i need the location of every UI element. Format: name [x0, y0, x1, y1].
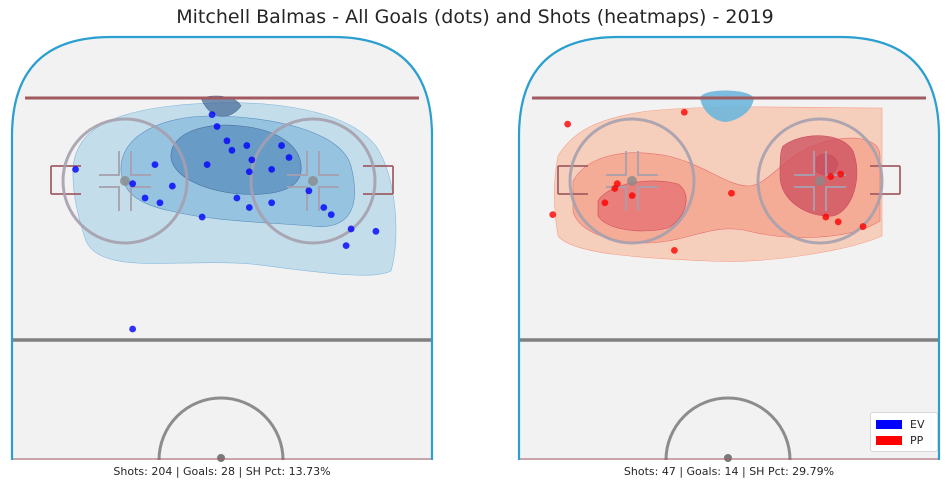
heatmap-level-3	[779, 135, 858, 217]
center-circle	[157, 396, 285, 461]
goal-point-25	[372, 227, 380, 235]
goal-point-17	[268, 199, 276, 207]
goal-point-1	[129, 180, 137, 188]
goal-point-0	[72, 165, 79, 173]
heatmap-level-2	[170, 124, 302, 195]
goal-point-6	[549, 211, 557, 219]
goal-point-9	[837, 170, 845, 178]
legend-item-pp: PP	[876, 432, 932, 448]
faceoff-circle-0	[61, 117, 189, 245]
goal-point-12	[859, 223, 867, 230]
goal-point-5	[213, 123, 221, 130]
center-dot	[217, 454, 225, 462]
legend: EV PP	[870, 412, 938, 452]
goal-point-0	[564, 120, 572, 128]
faceoff-hashes-0	[99, 151, 151, 211]
goal-point-11	[245, 168, 253, 176]
faceoff-hashes-1	[287, 151, 339, 211]
goal-point-10	[822, 213, 830, 221]
goal-point-18	[168, 182, 176, 190]
rink-panel-ev	[10, 35, 434, 462]
goal-point-2	[151, 161, 159, 169]
goal-point-13	[670, 246, 678, 254]
faceoff-circle-0	[568, 117, 696, 245]
faceoff-dot-0	[120, 176, 130, 186]
stats-text-pp: Shots: 47 | Goals: 14 | SH Pct: 29.79%	[623, 465, 835, 478]
faceoff-circle-1	[756, 117, 884, 245]
goal-point-19	[156, 199, 164, 207]
goal-point-26	[342, 242, 350, 250]
faceoff-dot-1	[308, 176, 318, 186]
goal-point-23	[327, 211, 335, 219]
legend-swatch-ev	[876, 419, 902, 429]
goal-point-3	[141, 194, 149, 202]
goal-point-13	[278, 142, 285, 149]
goal-point-6	[223, 137, 231, 145]
faceoff-dot-1	[815, 176, 825, 186]
rink-panel-pp	[517, 35, 941, 462]
goal-point-11	[834, 218, 842, 226]
stats-text-ev: Shots: 204 | Goals: 28 | SH Pct: 13.73%	[113, 465, 331, 478]
goal-point-3	[611, 185, 619, 192]
goal-point-24	[347, 225, 355, 233]
goal-point-7	[728, 189, 735, 197]
goal-point-8	[827, 173, 835, 180]
goal-point-15	[305, 187, 313, 195]
rink-boards	[10, 35, 434, 460]
goal-point-14	[285, 154, 293, 161]
goal-point-8	[243, 142, 251, 149]
rink-boards	[517, 35, 941, 460]
goal-point-16	[320, 204, 328, 211]
faceoff-circle-1	[249, 117, 377, 245]
center-dot	[724, 454, 732, 462]
heatmap-level-2	[597, 180, 687, 232]
goal-point-10	[203, 161, 211, 169]
center-circle	[664, 396, 792, 461]
goal-point-21	[245, 204, 253, 211]
goal-point-5	[601, 199, 609, 207]
chart-title: Mitchell Balmas - All Goals (dots) and S…	[176, 6, 774, 28]
goal-point-27	[129, 325, 137, 333]
goal-point-4	[628, 192, 636, 199]
goal-point-7	[228, 146, 236, 154]
legend-label-ev: EV	[910, 417, 925, 431]
goal-point-22	[198, 213, 206, 221]
goal-point-20	[233, 194, 241, 202]
faceoff-dot-0	[627, 176, 637, 186]
goal-point-1	[680, 108, 688, 116]
goal-point-9	[248, 156, 256, 164]
goal-point-12	[268, 165, 276, 173]
legend-label-pp: PP	[910, 433, 924, 447]
legend-swatch-pp	[876, 435, 902, 445]
goal-point-4	[208, 111, 216, 119]
legend-item-ev: EV	[876, 416, 932, 432]
